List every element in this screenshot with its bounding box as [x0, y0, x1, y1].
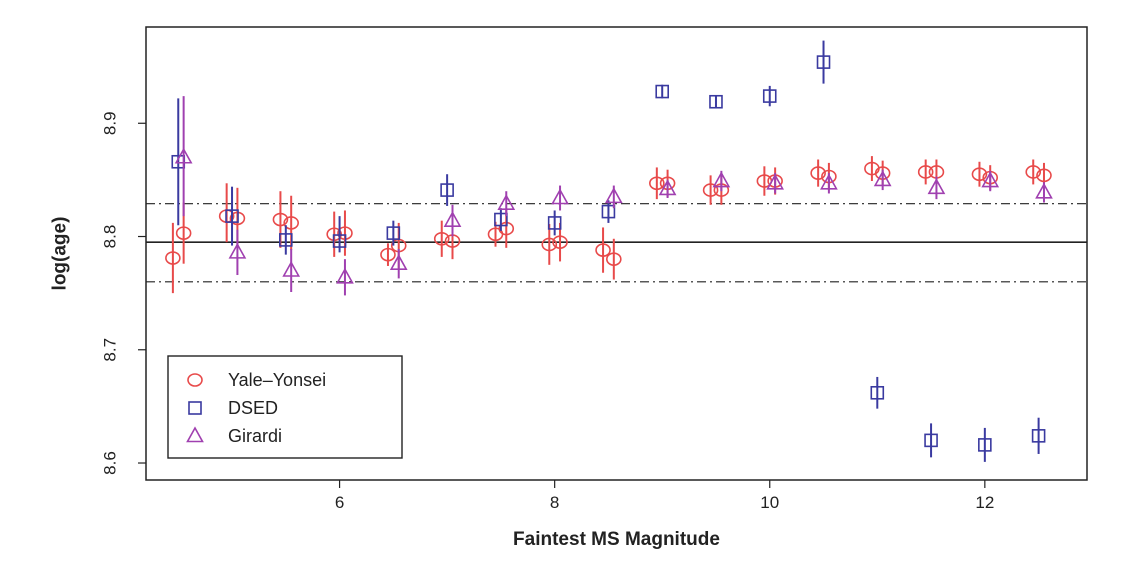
data-point: [497, 194, 516, 210]
data-point: [595, 243, 611, 257]
data-point: [380, 247, 396, 262]
data-point: [658, 179, 677, 196]
x-tick-label: 12: [975, 493, 994, 512]
data-point: [283, 216, 299, 230]
data-point: [165, 251, 181, 265]
data-point: [174, 147, 193, 164]
data-point: [924, 433, 938, 448]
data-point: [917, 165, 934, 179]
data-point: [601, 204, 616, 219]
plot-frame: [145, 26, 1088, 481]
legend-box: [167, 355, 403, 459]
y-tick-label: 8.9: [101, 111, 120, 135]
y-axis-title: log(age): [50, 217, 71, 291]
data-point: [709, 94, 723, 109]
y-axis: 8.6 8.7 8.8 8.9: [101, 111, 146, 475]
data-point: [873, 170, 892, 187]
data-point: [552, 235, 568, 249]
data-point: [1036, 168, 1052, 183]
data-point: [386, 226, 401, 240]
legend-label: Girardi: [228, 426, 282, 446]
x-axis: 6 8 10 12: [335, 480, 994, 512]
data-point: [332, 234, 347, 248]
legend-label: DSED: [228, 398, 278, 418]
data-point: [649, 176, 665, 191]
data-point: [1031, 429, 1046, 443]
data-point: [225, 209, 239, 223]
data-point: [440, 183, 454, 197]
data-point: [389, 254, 408, 270]
data-point: [228, 242, 247, 259]
data-point: [820, 173, 838, 190]
data-point: [336, 267, 354, 284]
data-point: [541, 237, 558, 252]
data-point: [971, 167, 988, 182]
data-point: [282, 260, 301, 277]
data-point: [604, 187, 623, 204]
data-series: [165, 40, 1053, 462]
data-point: [655, 84, 670, 99]
data-point: [712, 171, 731, 188]
data-point: [606, 252, 622, 266]
legend: Yale–Yonsei DSED Girardi: [167, 355, 403, 459]
data-point: [810, 166, 826, 180]
data-point: [927, 178, 946, 195]
data-point: [1025, 165, 1042, 179]
data-point: [175, 226, 192, 240]
y-tick-label: 8.6: [101, 451, 120, 475]
data-point: [279, 233, 293, 247]
legend-marker: [186, 426, 204, 443]
data-point: [978, 438, 992, 452]
data-point: [433, 231, 450, 246]
legend-marker: [188, 401, 202, 415]
data-point: [494, 212, 508, 227]
x-tick-label: 6: [335, 493, 344, 512]
data-point: [272, 212, 289, 227]
data-point: [702, 183, 719, 197]
x-tick-label: 8: [550, 493, 559, 512]
data-point: [762, 89, 777, 103]
series-triangle: [174, 96, 1053, 296]
data-point: [443, 211, 462, 227]
x-tick-label: 10: [760, 493, 779, 512]
series-square: [171, 40, 1046, 462]
y-tick-label: 8.7: [101, 338, 120, 362]
data-point: [870, 385, 885, 400]
legend-label: Yale–Yonsei: [228, 370, 326, 390]
data-point: [766, 173, 784, 190]
data-point: [1035, 182, 1053, 199]
data-point: [981, 171, 1000, 188]
legend-marker: [187, 373, 203, 387]
data-point: [816, 55, 831, 69]
x-axis-title: Faintest MS Magnitude: [513, 529, 720, 550]
reference-lines: [146, 203, 1087, 283]
data-point: [547, 216, 562, 230]
y-tick-label: 8.8: [101, 225, 120, 249]
data-point: [551, 188, 569, 205]
